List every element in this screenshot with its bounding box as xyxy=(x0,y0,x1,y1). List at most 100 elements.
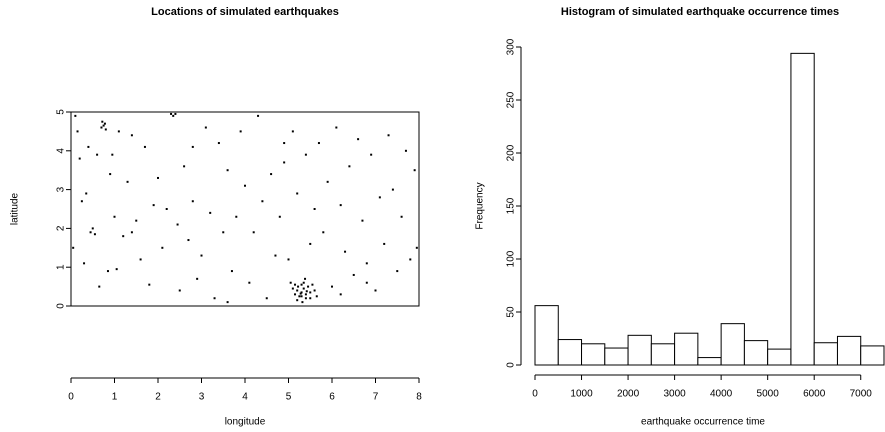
point xyxy=(152,204,155,207)
point xyxy=(391,188,394,191)
point xyxy=(309,242,312,245)
point xyxy=(404,149,407,152)
point xyxy=(103,122,106,125)
point xyxy=(80,200,83,203)
point xyxy=(176,223,179,226)
point xyxy=(161,246,164,249)
x-tick-label: 5000 xyxy=(757,389,780,400)
chart-title: Locations of simulated earthquakes xyxy=(151,6,339,18)
point xyxy=(85,192,88,195)
point xyxy=(122,235,125,238)
bar xyxy=(534,305,559,366)
y-tick-label: 150 xyxy=(506,197,517,214)
point xyxy=(261,200,264,203)
y-tick-label: 300 xyxy=(506,38,517,55)
x-tick-label: 6000 xyxy=(803,389,826,400)
y-tick-label: 5 xyxy=(56,109,67,115)
point xyxy=(106,270,109,273)
point xyxy=(331,285,333,288)
point xyxy=(209,211,212,214)
point xyxy=(400,215,403,218)
y-tick-label: 100 xyxy=(506,250,517,267)
point xyxy=(102,124,105,127)
y-tick-label: 4 xyxy=(56,148,67,154)
point xyxy=(117,130,120,133)
point xyxy=(348,165,351,168)
point xyxy=(157,176,159,179)
point xyxy=(365,262,368,265)
point xyxy=(278,215,281,218)
point xyxy=(311,283,314,286)
point xyxy=(130,134,133,137)
point xyxy=(226,169,229,172)
x-tick-label: 7 xyxy=(373,392,379,403)
x-tick-label: 4 xyxy=(242,392,248,403)
point xyxy=(91,227,94,230)
point xyxy=(304,297,307,300)
point xyxy=(304,277,307,280)
x-tick-label: 0 xyxy=(532,389,538,400)
x-tick-label: 5 xyxy=(286,392,292,403)
bar xyxy=(604,347,629,366)
point xyxy=(139,258,142,261)
point xyxy=(409,258,412,261)
point xyxy=(72,246,75,249)
point xyxy=(265,297,268,300)
bar xyxy=(720,323,745,366)
point xyxy=(313,208,316,210)
point xyxy=(93,233,96,236)
point xyxy=(383,242,386,245)
y-tick-label: 3 xyxy=(56,186,67,192)
point xyxy=(96,153,99,156)
point xyxy=(78,157,81,160)
y-axis-label: Frequency xyxy=(475,182,486,229)
x-tick-label: 7000 xyxy=(850,389,873,400)
point xyxy=(301,301,304,304)
x-tick-label: 6 xyxy=(329,392,335,403)
point xyxy=(257,114,260,117)
point xyxy=(352,273,355,276)
y-tick-label: 0 xyxy=(56,303,67,309)
point xyxy=(300,295,303,298)
point xyxy=(170,112,173,115)
point xyxy=(100,126,103,129)
point xyxy=(213,297,216,300)
point xyxy=(187,239,190,242)
point xyxy=(294,293,297,296)
point xyxy=(126,180,129,183)
point xyxy=(313,289,316,292)
point xyxy=(183,165,186,168)
point xyxy=(365,281,368,284)
point xyxy=(315,295,318,298)
point xyxy=(172,114,175,117)
point xyxy=(413,169,416,172)
point xyxy=(378,196,381,199)
point xyxy=(174,112,177,115)
plot-frame xyxy=(70,111,420,307)
point xyxy=(387,134,390,137)
point xyxy=(361,219,364,222)
point xyxy=(287,258,290,261)
point xyxy=(283,142,286,145)
point xyxy=(83,262,86,265)
point xyxy=(283,161,286,164)
point xyxy=(217,142,220,145)
x-tick-label: 4000 xyxy=(710,389,733,400)
bar xyxy=(860,345,885,366)
x-tick-label: 2 xyxy=(155,392,161,403)
point xyxy=(294,283,297,286)
point xyxy=(248,281,251,284)
point xyxy=(302,281,305,284)
y-tick-label: 250 xyxy=(506,91,517,108)
point xyxy=(101,120,104,123)
x-tick-label: 3000 xyxy=(663,389,686,400)
point xyxy=(135,219,138,222)
bar xyxy=(581,343,606,366)
point xyxy=(98,285,101,288)
point xyxy=(178,289,181,292)
x-tick-label: 0 xyxy=(68,392,74,403)
point xyxy=(415,246,418,249)
point xyxy=(289,281,292,284)
x-axis-label: earthquake occurrence time xyxy=(641,417,765,428)
point xyxy=(300,291,303,294)
